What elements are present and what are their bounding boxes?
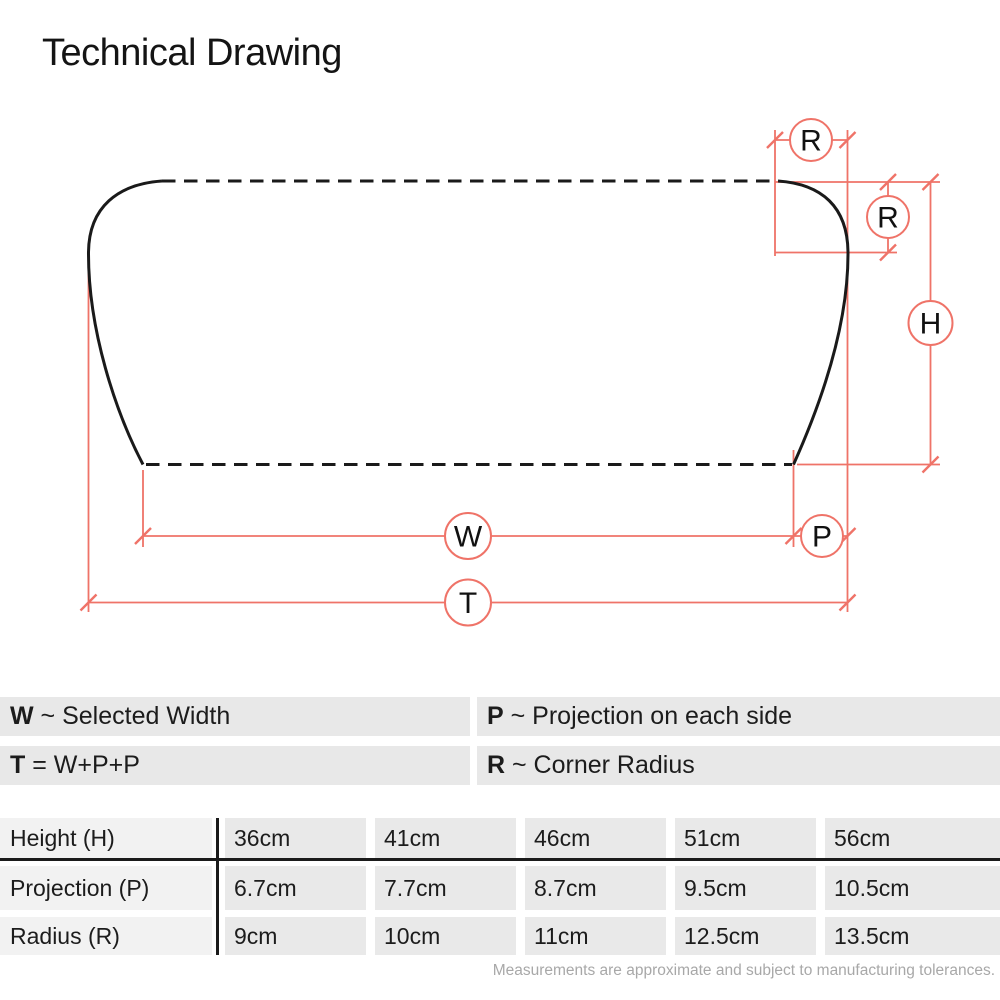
row-header: Projection (P)	[0, 866, 212, 910]
table-cell: 7.7cm	[375, 866, 516, 910]
table-cell: 36cm	[225, 818, 366, 858]
table-cell: 41cm	[375, 818, 516, 858]
table-horizontal-divider	[0, 858, 1000, 861]
table-vertical-divider	[216, 818, 219, 955]
legend-item-width: W ~ Selected Width	[0, 697, 470, 736]
height-bubble	[907, 300, 954, 346]
width-dimension-label: W	[454, 521, 483, 554]
page-title: Technical Drawing	[42, 32, 342, 74]
legend-symbol: P	[487, 702, 504, 730]
table-cell: 46cm	[525, 818, 666, 858]
row-header: Height (H)	[0, 818, 212, 858]
table-cell: 11cm	[525, 917, 666, 955]
row-header: Radius (R)	[0, 917, 212, 955]
cover-outline	[86, 179, 850, 466]
width-bubble	[444, 512, 492, 560]
projection-dimension-label: P	[812, 521, 832, 554]
legend-description: = W+P+P	[25, 751, 140, 779]
projection-bubble	[800, 514, 844, 558]
legend-description: ~ Selected Width	[33, 702, 231, 730]
legend-symbol: W	[10, 702, 34, 730]
legend-item-projection: P ~ Projection on each side	[477, 697, 1000, 736]
table-cell: 51cm	[675, 818, 816, 858]
legend-description: ~ Projection on each side	[503, 702, 793, 730]
extension-lines	[87, 130, 940, 612]
dimension-tick-marks	[79, 131, 940, 612]
cover-dimension-drawing: R R H W P T	[79, 118, 954, 627]
table-cell: 9cm	[225, 917, 366, 955]
cover-outline-right-edge	[777, 179, 850, 466]
table-cell: 10.5cm	[825, 866, 1000, 910]
cover-outline-left-edge	[86, 179, 163, 466]
tolerance-disclaimer: Measurements are approximate and subject…	[492, 962, 995, 979]
table-cell: 56cm	[825, 818, 1000, 858]
table-cell: 10cm	[375, 917, 516, 955]
radius-top-dimension-label: R	[800, 125, 822, 158]
legend-description: ~ Corner Radius	[505, 751, 695, 779]
radius-side-dimension-label: R	[877, 202, 899, 235]
legend-symbol: T	[10, 751, 26, 779]
table-cell: 9.5cm	[675, 866, 816, 910]
height-dimension-label: H	[920, 308, 942, 341]
legend-item-radius: R ~ Corner Radius	[477, 746, 1000, 785]
legend-item-total: T = W+P+P	[0, 746, 470, 785]
table-cell: 8.7cm	[525, 866, 666, 910]
radius-side-bubble	[866, 195, 910, 239]
total-width-bubble	[444, 578, 492, 627]
table-cell: 6.7cm	[225, 866, 366, 910]
dimension-letters: R R H W P T	[454, 125, 942, 621]
table-cell: 13.5cm	[825, 917, 1000, 955]
legend-symbol: R	[487, 751, 506, 779]
total-width-dimension-label: T	[459, 587, 477, 620]
dimension-label-bubbles	[444, 118, 954, 627]
radius-top-bubble	[789, 118, 833, 162]
table-cell: 12.5cm	[675, 917, 816, 955]
